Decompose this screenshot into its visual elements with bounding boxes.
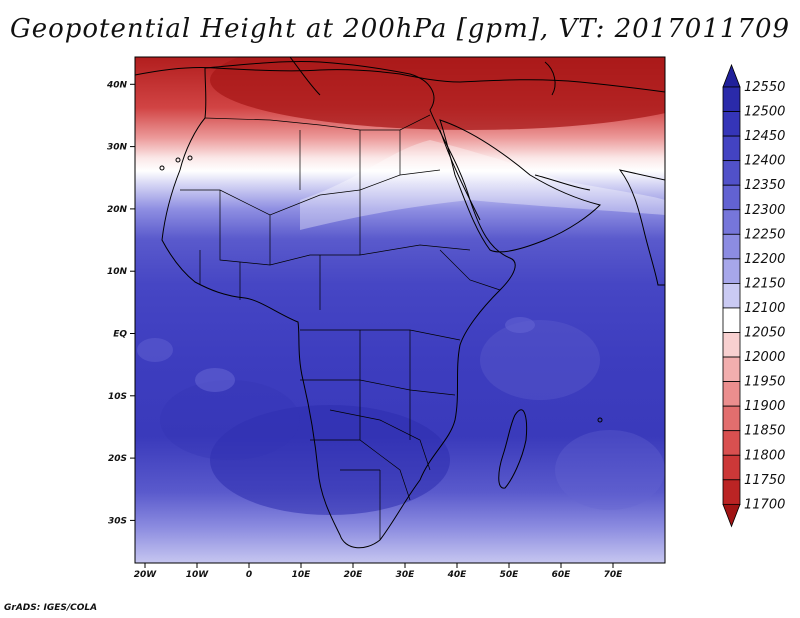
map-title: Geopotential Height at 200hPa [gpm], VT:… bbox=[9, 14, 791, 44]
country-borders bbox=[180, 114, 501, 540]
colorbar-swatch bbox=[722, 233, 741, 260]
x-tick-label: 20E bbox=[344, 570, 364, 580]
longitude-axis: 20W 10W 0 10E 20E 30E 40E 50E 60E 70E bbox=[134, 563, 623, 580]
colorbar-swatch bbox=[722, 209, 741, 235]
colorbar-label: 11900 bbox=[744, 399, 785, 414]
colorbar-label: 12550 bbox=[744, 80, 785, 95]
colorbar-label: 12250 bbox=[744, 227, 785, 242]
colorbar-label: 12100 bbox=[744, 301, 785, 316]
colorbar-swatch bbox=[722, 258, 741, 284]
x-tick-label: 70E bbox=[604, 570, 624, 580]
colorbar-label: 11950 bbox=[744, 375, 785, 390]
colorbar-swatch bbox=[722, 430, 741, 456]
colorbar-swatch bbox=[722, 332, 741, 358]
colorbar-label: 12350 bbox=[744, 178, 785, 193]
colorbar-max-arrow bbox=[722, 63, 741, 88]
colorbar-label: 12200 bbox=[744, 252, 785, 267]
y-tick-label: 10S bbox=[108, 392, 127, 402]
colorbar-swatch bbox=[722, 160, 741, 186]
y-tick-label: 40N bbox=[106, 80, 128, 90]
colorbar-label: 12150 bbox=[744, 276, 785, 291]
colorbar-label: 11750 bbox=[744, 473, 785, 488]
x-tick-label: 20W bbox=[134, 570, 158, 580]
y-tick-label: 20S bbox=[108, 454, 127, 464]
colorbar: 12550 12500 12450 12400 12350 12300 12250 12200… bbox=[722, 63, 785, 528]
colorbar-label: 12400 bbox=[744, 154, 785, 169]
colorbar-swatch bbox=[722, 135, 741, 162]
colorbar-label: 12500 bbox=[744, 105, 785, 120]
x-tick-label: 10E bbox=[292, 570, 312, 580]
latitude-axis: 40N 30N 20N 10N EQ 10S 20S 30S bbox=[106, 80, 135, 526]
colorbar-swatch bbox=[722, 111, 741, 137]
colorbar-swatch bbox=[722, 307, 741, 333]
x-tick-label: 10W bbox=[186, 570, 210, 580]
colorbar-swatch bbox=[722, 184, 741, 211]
colorbar-label: 11850 bbox=[744, 424, 785, 439]
colorbar-swatch bbox=[722, 405, 741, 432]
colorbar-label: 11800 bbox=[744, 448, 785, 463]
y-tick-label: EQ bbox=[113, 330, 127, 340]
colorbar-label: 12000 bbox=[744, 350, 785, 365]
plot-frame bbox=[134, 56, 666, 564]
x-tick-label: 30E bbox=[396, 570, 416, 580]
x-tick-label: 60E bbox=[552, 570, 572, 580]
grads-credit: GrADS: IGES/COLA bbox=[4, 603, 98, 613]
colorbar-swatch bbox=[722, 454, 741, 481]
y-tick-label: 30S bbox=[108, 516, 127, 526]
colorbar-swatch bbox=[722, 86, 741, 112]
colorbar-swatch bbox=[722, 479, 741, 505]
x-tick-label: 50E bbox=[500, 570, 520, 580]
coastlines bbox=[135, 57, 665, 549]
colorbar-label: 12300 bbox=[744, 203, 785, 218]
colorbar-label: 12450 bbox=[744, 129, 785, 144]
y-tick-label: 20N bbox=[107, 205, 128, 215]
colorbar-swatch bbox=[722, 356, 741, 382]
colorbar-swatch bbox=[722, 282, 741, 309]
colorbar-label: 11700 bbox=[744, 497, 785, 512]
colorbar-min-arrow bbox=[722, 503, 741, 528]
colorbar-swatch bbox=[722, 381, 741, 407]
colorbar-label: 12050 bbox=[744, 326, 785, 341]
x-tick-label: 0 bbox=[246, 570, 252, 580]
y-tick-label: 30N bbox=[107, 143, 128, 153]
x-tick-label: 40E bbox=[447, 570, 468, 580]
y-tick-label: 10N bbox=[107, 267, 128, 277]
